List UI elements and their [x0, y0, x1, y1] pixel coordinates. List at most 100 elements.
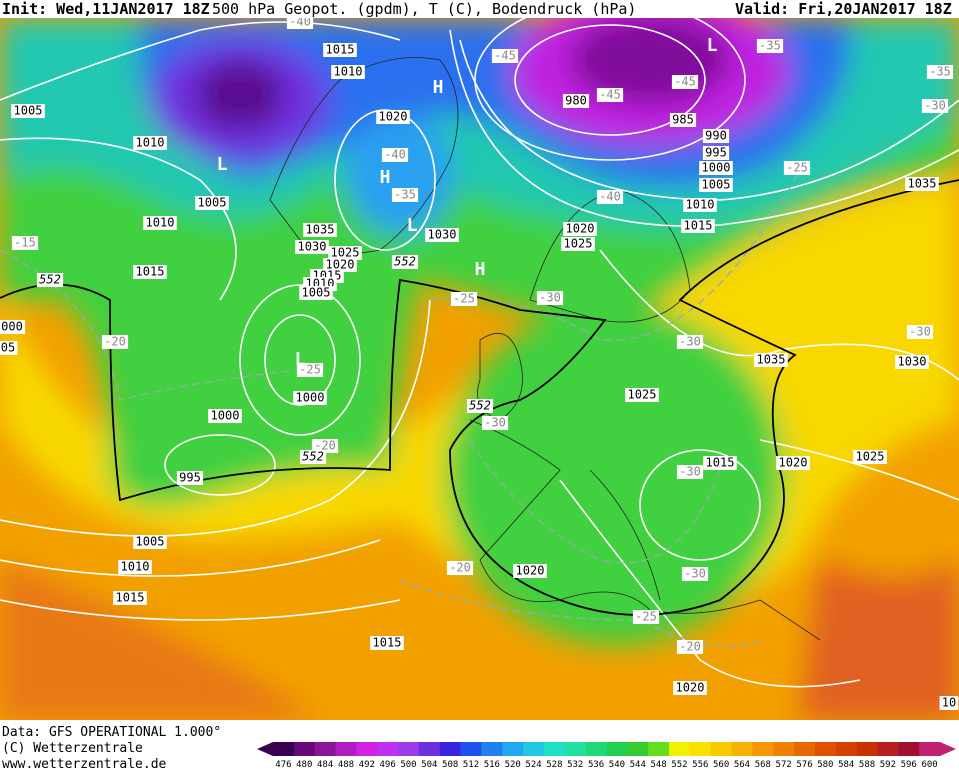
colorbar-swatch: [627, 742, 649, 756]
isobar-label-bg: [323, 43, 357, 57]
pressure-center: L: [217, 154, 228, 175]
init-time: Init: Wed,11JAN2017 18Z: [2, 0, 210, 18]
colorbar-swatch: [731, 742, 753, 756]
isobar-label-bg: [625, 388, 659, 402]
temperature-label-bg: [632, 610, 660, 624]
temperature-label-bg: [11, 236, 39, 250]
temperature-label-bg: [101, 335, 129, 349]
colorbar-label: 532: [567, 760, 583, 770]
isobar-label: 1010: [136, 136, 165, 150]
isobar-label-bg: [776, 456, 810, 470]
isobar-label-bg: [331, 65, 365, 79]
temperature-label-bg: [596, 88, 624, 102]
colorbar-label: 580: [817, 760, 833, 770]
isobar-label-bg: [133, 136, 167, 150]
temperature-label: -30: [684, 567, 706, 581]
colorbar-swatch: [502, 742, 524, 756]
temperature-label: -20: [679, 640, 701, 654]
pressure-center: H: [380, 167, 391, 188]
website: www.wetterzentrale.de: [2, 757, 167, 770]
temperature-label: -45: [674, 75, 696, 89]
temperature-label: -25: [786, 161, 808, 175]
colorbar-label: 476: [275, 760, 291, 770]
temperature-label: -45: [599, 88, 621, 102]
colorbar-label: 524: [525, 760, 541, 770]
temperature-label-bg: [926, 65, 954, 79]
isobar-label-bg: [11, 104, 45, 118]
colorbar-swatch: [814, 742, 837, 756]
isobar-label-bg: [563, 222, 597, 236]
geopotential-label-bg: [466, 399, 494, 413]
colorbar-swatch: [377, 742, 399, 756]
colorbar-label: 600: [921, 760, 937, 770]
colorbar-end: [940, 742, 956, 756]
colorbar-label: 492: [359, 760, 375, 770]
colorbar-swatch: [856, 742, 878, 756]
temperature-label: -30: [924, 99, 946, 113]
colorbar-swatch: [523, 742, 545, 756]
isobar-label: 1035: [908, 177, 937, 191]
colorbar-label: 484: [317, 760, 333, 770]
isobar-label: 1030: [898, 355, 927, 369]
temperature-label: -35: [929, 65, 951, 79]
isobar-label: 1020: [779, 456, 808, 470]
header-bar: [0, 0, 959, 18]
colorbar-swatch: [481, 742, 503, 756]
isobar-label: 1020: [566, 222, 595, 236]
colorbar-label: 540: [609, 760, 625, 770]
isobar-label: 1015: [706, 456, 735, 470]
isobar-label: 1000: [702, 161, 731, 175]
isobar-label-bg: [513, 564, 547, 578]
552-contours: [0, 179, 959, 616]
isobar-label-bg: [328, 246, 362, 260]
temperature-label: -30: [484, 416, 506, 430]
isobar-label: 1025: [628, 388, 657, 402]
temperature-label-bg: [676, 335, 704, 349]
pressure-center: H: [475, 259, 486, 280]
isobar-label-bg: [195, 196, 229, 210]
colorbar-label: 556: [692, 760, 708, 770]
temperature-label-bg: [681, 567, 709, 581]
isobar-label-bg: [905, 177, 939, 191]
isobar-label-bg: [673, 681, 707, 695]
colorbar-label: 480: [296, 760, 312, 770]
colorbar-swatch: [877, 742, 899, 756]
pressure-center: L: [407, 215, 418, 236]
colorbar-label: 544: [630, 760, 646, 770]
temperature-label: -35: [759, 39, 781, 53]
isobar-label: 1025: [331, 246, 360, 260]
isobar-label: 1005: [198, 196, 227, 210]
temperature-label: -30: [539, 291, 561, 305]
temperature-label: -15: [14, 236, 36, 250]
isobar-label: 05: [1, 341, 15, 355]
temperature-label-bg: [286, 18, 314, 29]
temperature-label: -30: [909, 325, 931, 339]
isobar-label: 1015: [326, 43, 355, 57]
isobar-label-bg: [295, 240, 329, 254]
temperature-label-bg: [921, 99, 949, 113]
isobar-label-bg: [133, 535, 167, 549]
isobar-label: 1020: [676, 681, 705, 695]
isobar-label-bg: [299, 286, 333, 300]
temperature-label: -40: [384, 148, 406, 162]
valid-time: Valid: Fri,20JAN2017 18Z: [735, 0, 952, 18]
isobar-label: 995: [179, 471, 201, 485]
isobar-label: 1025: [856, 450, 885, 464]
isobar-label-bg: [323, 258, 357, 272]
map-field: 1015101010051010102010051010101510351030…: [0, 15, 959, 720]
colorbar-swatch: [794, 742, 816, 756]
colorbar-label: 584: [838, 760, 854, 770]
temperature-label: -30: [679, 465, 701, 479]
isobar-label: 1005: [702, 178, 731, 192]
colorbar-swatch: [293, 742, 316, 756]
temperature-label: -40: [289, 15, 311, 29]
isobar-label-bg: [702, 146, 730, 160]
temperature-label: -25: [635, 610, 657, 624]
isobar-label: 1020: [516, 564, 545, 578]
isobar-label-bg: [939, 696, 959, 710]
geopotential-label-bg: [391, 255, 419, 269]
colorbar: 476 480 484 488 492 496 500 504 508 512 516 520 524 5…: [257, 742, 956, 770]
isobar-label: 1020: [379, 110, 408, 124]
isobar-label-bg: [754, 353, 788, 367]
